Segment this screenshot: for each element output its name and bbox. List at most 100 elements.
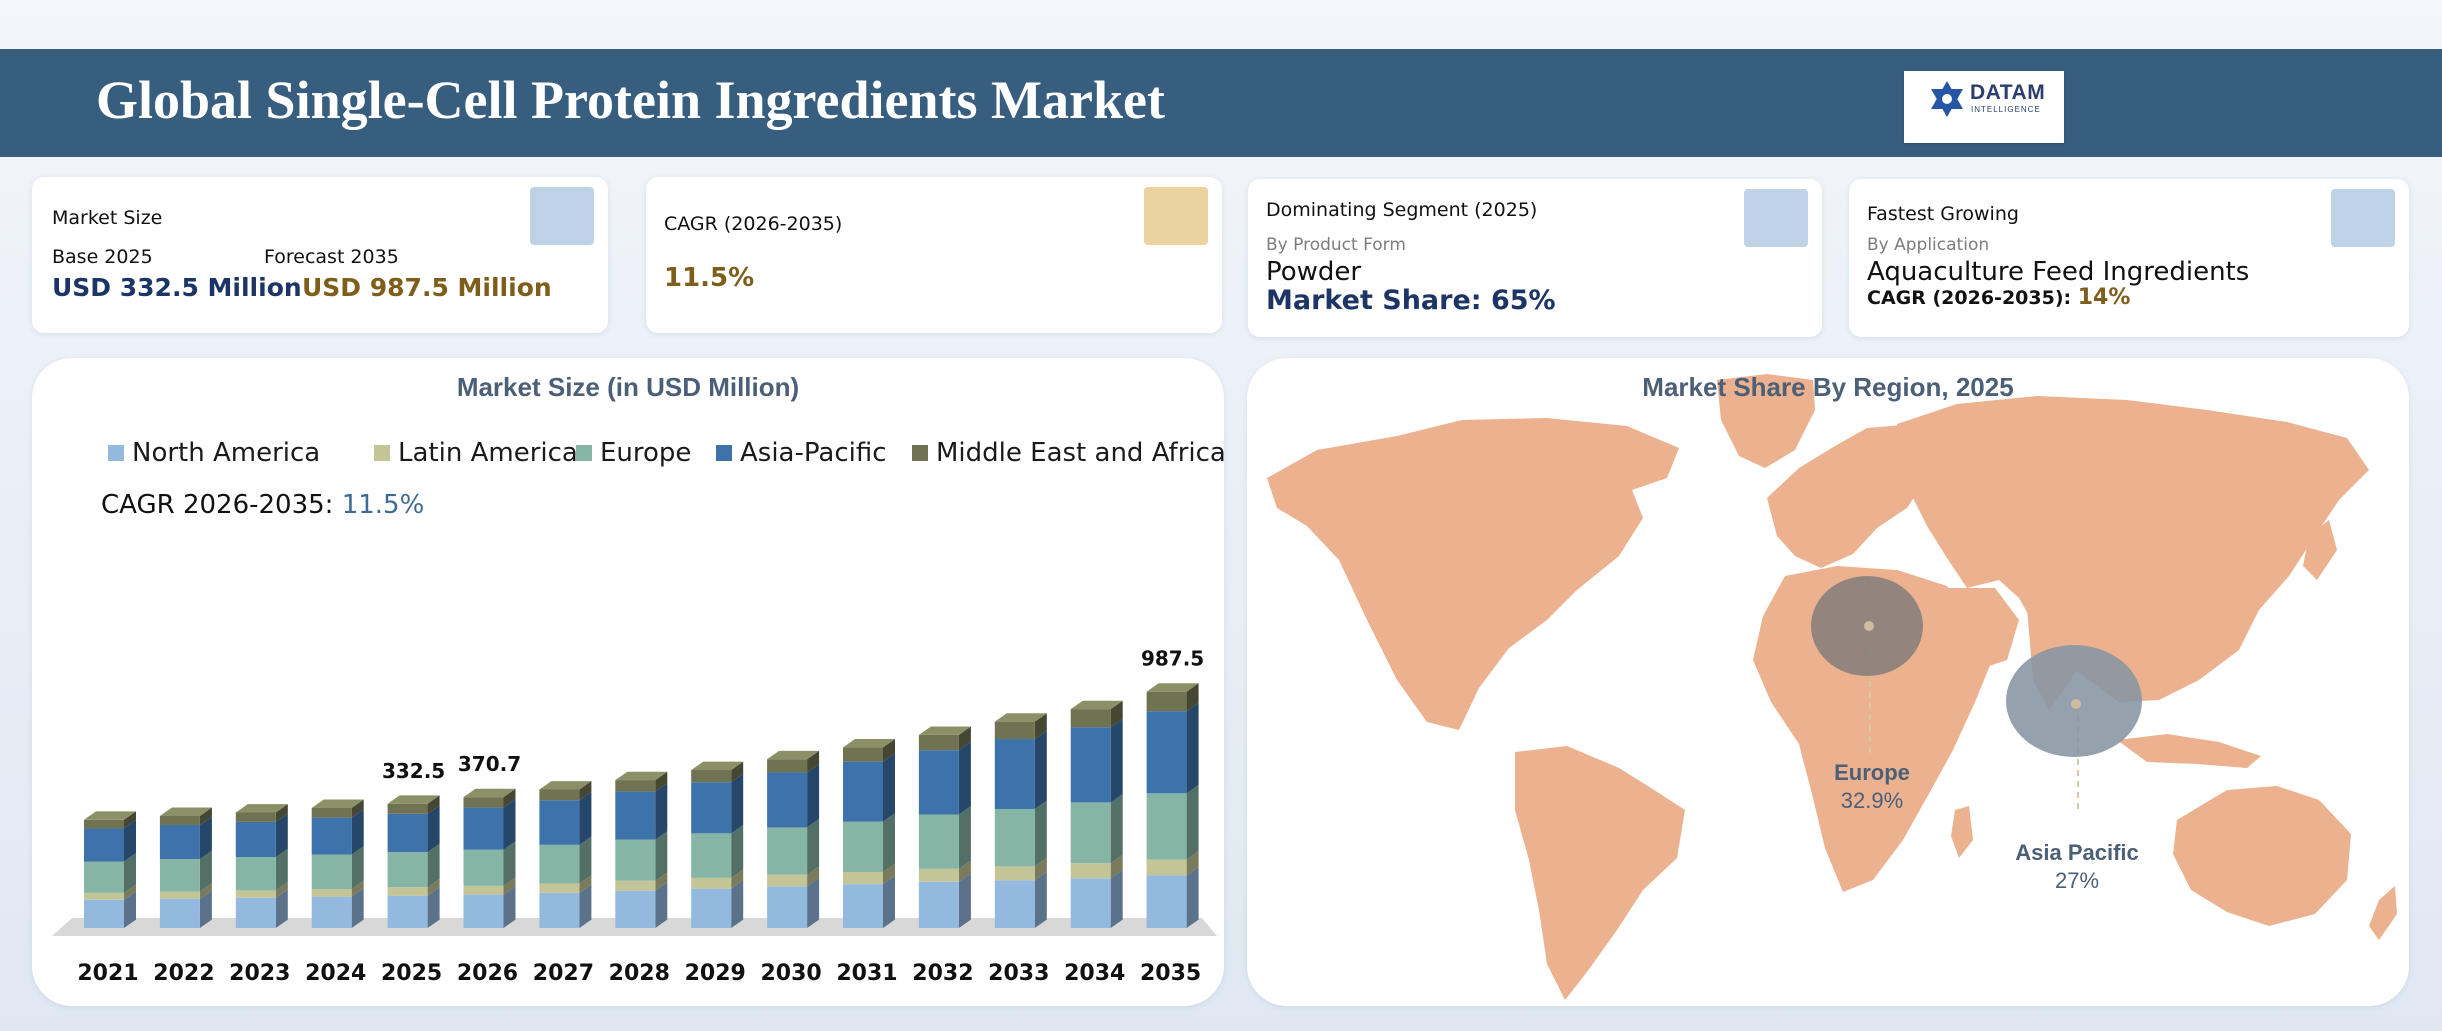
bar-segment-side	[503, 886, 516, 928]
bar-segment-side	[655, 771, 668, 792]
bar-segment	[691, 782, 732, 834]
bar-segment-side	[351, 846, 364, 890]
x-axis-tick-label: 2029	[685, 961, 746, 986]
region-label-asia-pacific: Asia Pacific 27%	[1997, 840, 2157, 894]
bar-segment-side	[958, 860, 971, 882]
bar-segment-side	[124, 884, 136, 900]
bar-segment-side	[199, 816, 212, 860]
x-axis-tick-label: 2032	[912, 961, 973, 986]
bar-segment	[311, 854, 352, 890]
bar-segment-side	[1110, 854, 1123, 879]
bar-segment-side	[731, 773, 744, 834]
region-share: 32.9%	[1840, 788, 1904, 813]
bar-segment	[767, 886, 808, 928]
bar-segment	[767, 772, 808, 828]
chart-cagr-label: CAGR 2026-2035:	[101, 490, 342, 520]
bar-segment	[615, 839, 656, 881]
bar-top-face	[918, 726, 971, 735]
kpi-fastest-growing-card: Fastest Growing By Application Aquacultu…	[1849, 179, 2409, 337]
bar-total-label: 332.5	[382, 759, 445, 783]
bar-segment	[1146, 859, 1187, 876]
bar-segment	[235, 821, 276, 858]
bar-segment	[159, 891, 200, 899]
bar-top-face	[463, 788, 516, 798]
bar-segment-side	[275, 882, 288, 898]
x-axis-tick-label: 2034	[1064, 961, 1125, 986]
base-value: USD 332.5 Million	[52, 273, 302, 302]
kpi-title: Market Size	[52, 207, 163, 229]
bar-segment	[1070, 878, 1111, 928]
kpi-title: Fastest Growing	[1867, 203, 2019, 225]
bar-segment-side	[579, 836, 592, 884]
bar-segment-side	[427, 887, 440, 928]
legend-swatch	[716, 445, 732, 461]
kpi-market-size-card: Market Size Base 2025 Forecast 2035 USD …	[32, 177, 608, 333]
bar-segment	[159, 859, 200, 892]
bar-segment-side	[199, 850, 212, 892]
bar-segment-side	[655, 882, 668, 928]
legend-swatch	[912, 445, 928, 461]
bar-segment	[463, 849, 504, 886]
bar-segment-side	[1034, 800, 1047, 867]
bar-segment-side	[1034, 730, 1047, 809]
region-label-europe: Europe 32.9%	[1812, 760, 1932, 814]
x-axis-tick-label: 2024	[305, 961, 366, 986]
bar-segment	[691, 833, 732, 878]
bar-segment-side	[958, 741, 971, 815]
bar-segment	[159, 898, 200, 928]
bar-top-face	[843, 738, 895, 748]
bar-top-face	[235, 804, 288, 813]
bar-segment	[1146, 691, 1187, 712]
bar-segment-side	[275, 804, 288, 822]
bar-segment	[615, 791, 656, 840]
kpi-swatch	[530, 187, 594, 245]
x-axis-tick-label: 2026	[457, 961, 518, 986]
kpi-swatch	[1144, 187, 1208, 245]
base-year-label: Base 2025	[52, 246, 153, 268]
bar-segment-side	[883, 875, 895, 928]
market-share: Market Share: 65%	[1266, 285, 1556, 316]
bar-segment	[235, 857, 276, 891]
legend-swatch	[576, 445, 592, 461]
bar-segment	[1070, 863, 1111, 879]
bar-segment-side	[579, 884, 592, 928]
bar-segment	[84, 861, 124, 893]
logo-name: DATAM	[1970, 81, 2046, 104]
chart-cagr-note: CAGR 2026-2035: 11.5%	[101, 490, 424, 520]
company-logo[interactable]: DATAM INTELLIGENCE	[1904, 71, 2064, 143]
bar-segment-side	[427, 878, 440, 896]
bar-segment-side	[427, 843, 440, 888]
bar-segment	[387, 895, 428, 928]
legend-label: Middle East and Africa	[936, 438, 1224, 468]
bar-segment	[1146, 711, 1187, 794]
bar-segment	[311, 889, 352, 897]
madagascar-shape	[1951, 806, 1973, 858]
bar-total-label: 370.7	[458, 752, 521, 776]
bar-segment-side	[1186, 683, 1199, 712]
bar-segment	[994, 721, 1035, 740]
australia-shape	[2173, 786, 2351, 926]
kpi-title: Dominating Segment (2025)	[1266, 199, 1538, 221]
map-title: Market Share By Region, 2025	[1642, 372, 2014, 402]
x-axis-tick-label: 2025	[381, 961, 442, 986]
bar-segment	[539, 892, 580, 928]
bar-segment	[767, 874, 808, 887]
bar-segment-side	[958, 873, 971, 928]
forecast-value: USD 987.5 Million	[302, 273, 552, 302]
bar-segment	[843, 761, 883, 822]
bar-segment-side	[731, 869, 744, 889]
bar-segment	[311, 817, 352, 855]
bar-top-face	[387, 795, 440, 804]
kpi-swatch	[2331, 189, 2395, 247]
bar-segment	[84, 819, 124, 829]
bar-top-face	[84, 811, 136, 820]
bar-segment	[539, 844, 580, 884]
bar-top-face	[615, 771, 668, 781]
bar-segment	[918, 868, 959, 882]
legend-label: North America	[132, 438, 320, 468]
bar-segment-side	[655, 783, 668, 840]
bar-segment	[1146, 793, 1187, 860]
legend-label: Europe	[600, 438, 691, 468]
bar-segment	[311, 807, 352, 818]
bar-segment-side	[807, 819, 820, 875]
